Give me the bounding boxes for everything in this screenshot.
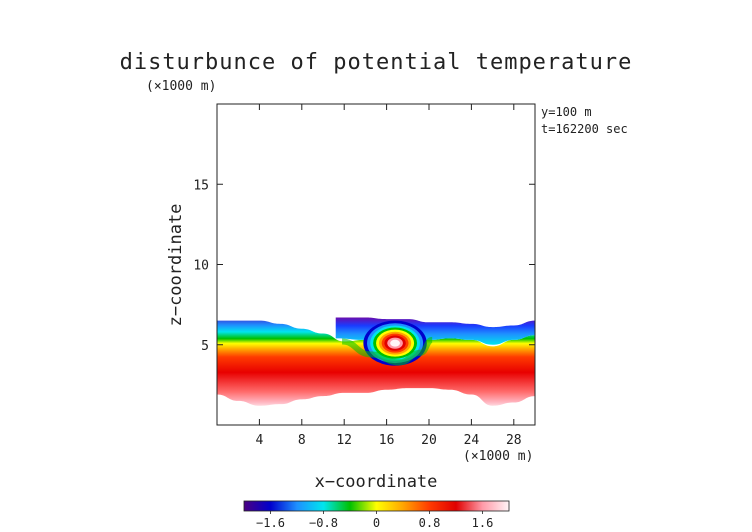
- chart-title: disturbunce of potential temperature: [120, 50, 633, 75]
- colorbar-tick-label: −0.8: [309, 516, 338, 530]
- colorbar-tick-label: 0: [373, 516, 380, 530]
- x-axis-ticks: 4 8 12 16 20 24 28: [255, 104, 522, 448]
- y-tick-label: 10: [193, 259, 209, 274]
- y-tick-label: 15: [193, 178, 209, 193]
- z-axis-unit: (×1000 m): [146, 79, 216, 94]
- eddy-tail: [341, 336, 433, 366]
- annotation-t: t=162200 sec: [541, 122, 628, 136]
- main-layer: [217, 320, 535, 406]
- x-tick-label: 8: [298, 433, 306, 448]
- x-axis-label: x−coordinate: [315, 472, 438, 492]
- colorbar-tick-label: −1.6: [256, 516, 285, 530]
- x-tick-label: 16: [379, 433, 395, 448]
- annotation-y: y=100 m: [541, 105, 592, 119]
- y-tick-label: 5: [201, 339, 209, 354]
- x-axis-unit: (×1000 m): [463, 449, 533, 464]
- colorbar-ticks: −1.6 −0.8 0 0.8 1.6: [256, 511, 493, 530]
- colorbar-tick-label: 0.8: [419, 516, 441, 530]
- x-tick-label: 12: [336, 433, 352, 448]
- colorbar-tick-label: 1.6: [472, 516, 494, 530]
- x-tick-label: 24: [464, 433, 480, 448]
- y-axis-ticks: 5 10 15: [193, 178, 535, 354]
- x-tick-label: 20: [421, 433, 437, 448]
- temperature-field: [217, 317, 535, 406]
- y-axis-label: z−coordinate: [166, 204, 186, 327]
- x-tick-label: 4: [255, 433, 263, 448]
- eddy-contour: [390, 339, 400, 347]
- x-tick-label: 28: [506, 433, 522, 448]
- colorbar: [243, 500, 510, 512]
